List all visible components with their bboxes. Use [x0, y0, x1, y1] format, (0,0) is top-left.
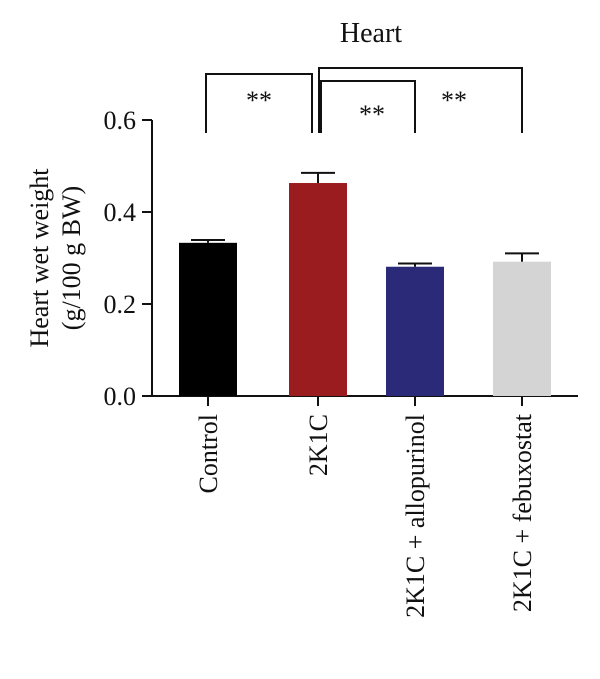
- y-axis-label: Heart wet weight (g/100 g BW): [25, 168, 86, 348]
- y-tick-label: 0.6: [104, 106, 137, 135]
- significance-label: **: [441, 86, 467, 115]
- significance-bracket: [205, 73, 313, 133]
- significance-label: **: [246, 86, 272, 115]
- chart-title: Heart: [340, 18, 402, 49]
- x-tick-label: 2K1C + allopurinol: [401, 414, 430, 618]
- bar: [289, 183, 347, 396]
- x-tick-label: Control: [194, 414, 223, 493]
- y-tick-label: 0.0: [104, 382, 137, 411]
- y-tick-label: 0.2: [104, 290, 137, 319]
- bar: [386, 266, 444, 396]
- x-tick-label: 2K1C: [304, 414, 333, 476]
- x-tick-label: 2K1C + febuxostat: [508, 413, 537, 612]
- plot-area: 0.0 0.2 0.4 0.6 Control 2K1C 2K1C + allopurino…: [104, 67, 578, 618]
- y-tick-label: 0.4: [104, 198, 137, 227]
- significance-bracket: [320, 80, 416, 133]
- bar: [179, 242, 237, 396]
- significance-label: **: [359, 100, 385, 129]
- significance-bracket: [318, 67, 523, 133]
- bar: [493, 261, 551, 396]
- y-axis-label-line1: Heart wet weight: [25, 168, 54, 348]
- y-axis-label-line2: (g/100 g BW): [57, 186, 86, 330]
